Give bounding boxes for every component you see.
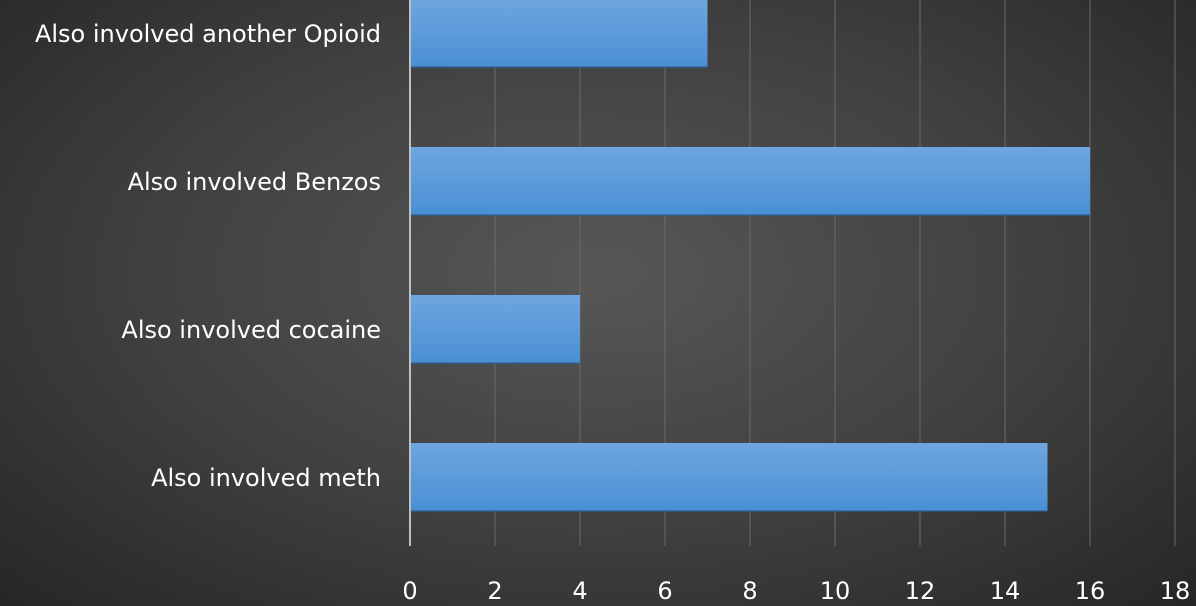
category-label-2: Also involved cocaine	[121, 316, 381, 344]
category-label-3: Also involved meth	[151, 464, 381, 492]
bars	[410, 0, 1090, 512]
x-tick-label-2: 2	[487, 577, 502, 605]
x-tick-label-12: 12	[905, 577, 936, 605]
bar-shadow-3	[410, 510, 1048, 512]
bar-shadow-2	[410, 362, 580, 364]
x-tick-label-8: 8	[742, 577, 757, 605]
bar-1	[410, 147, 1090, 215]
gridlines	[494, 0, 1176, 546]
bar-3	[410, 443, 1048, 511]
x-tick-label-10: 10	[820, 577, 851, 605]
bar-shadow-1	[410, 214, 1090, 216]
category-label-1: Also involved Benzos	[128, 168, 381, 196]
x-tick-label-4: 4	[572, 577, 587, 605]
bar-2	[410, 295, 580, 363]
bar-0	[410, 0, 708, 67]
x-tick-labels: 0 2 4 6 8 10 12 14 16 18	[402, 577, 1190, 605]
category-label-0: Also involved another Opioid	[35, 20, 381, 48]
bar-shadow-0	[410, 66, 708, 68]
x-tick-label-18: 18	[1160, 577, 1191, 605]
category-labels: Also involved another Opioid Also involve…	[35, 20, 381, 492]
x-tick-label-14: 14	[990, 577, 1021, 605]
x-tick-label-16: 16	[1075, 577, 1106, 605]
x-tick-label-0: 0	[402, 577, 417, 605]
x-tick-label-6: 6	[657, 577, 672, 605]
